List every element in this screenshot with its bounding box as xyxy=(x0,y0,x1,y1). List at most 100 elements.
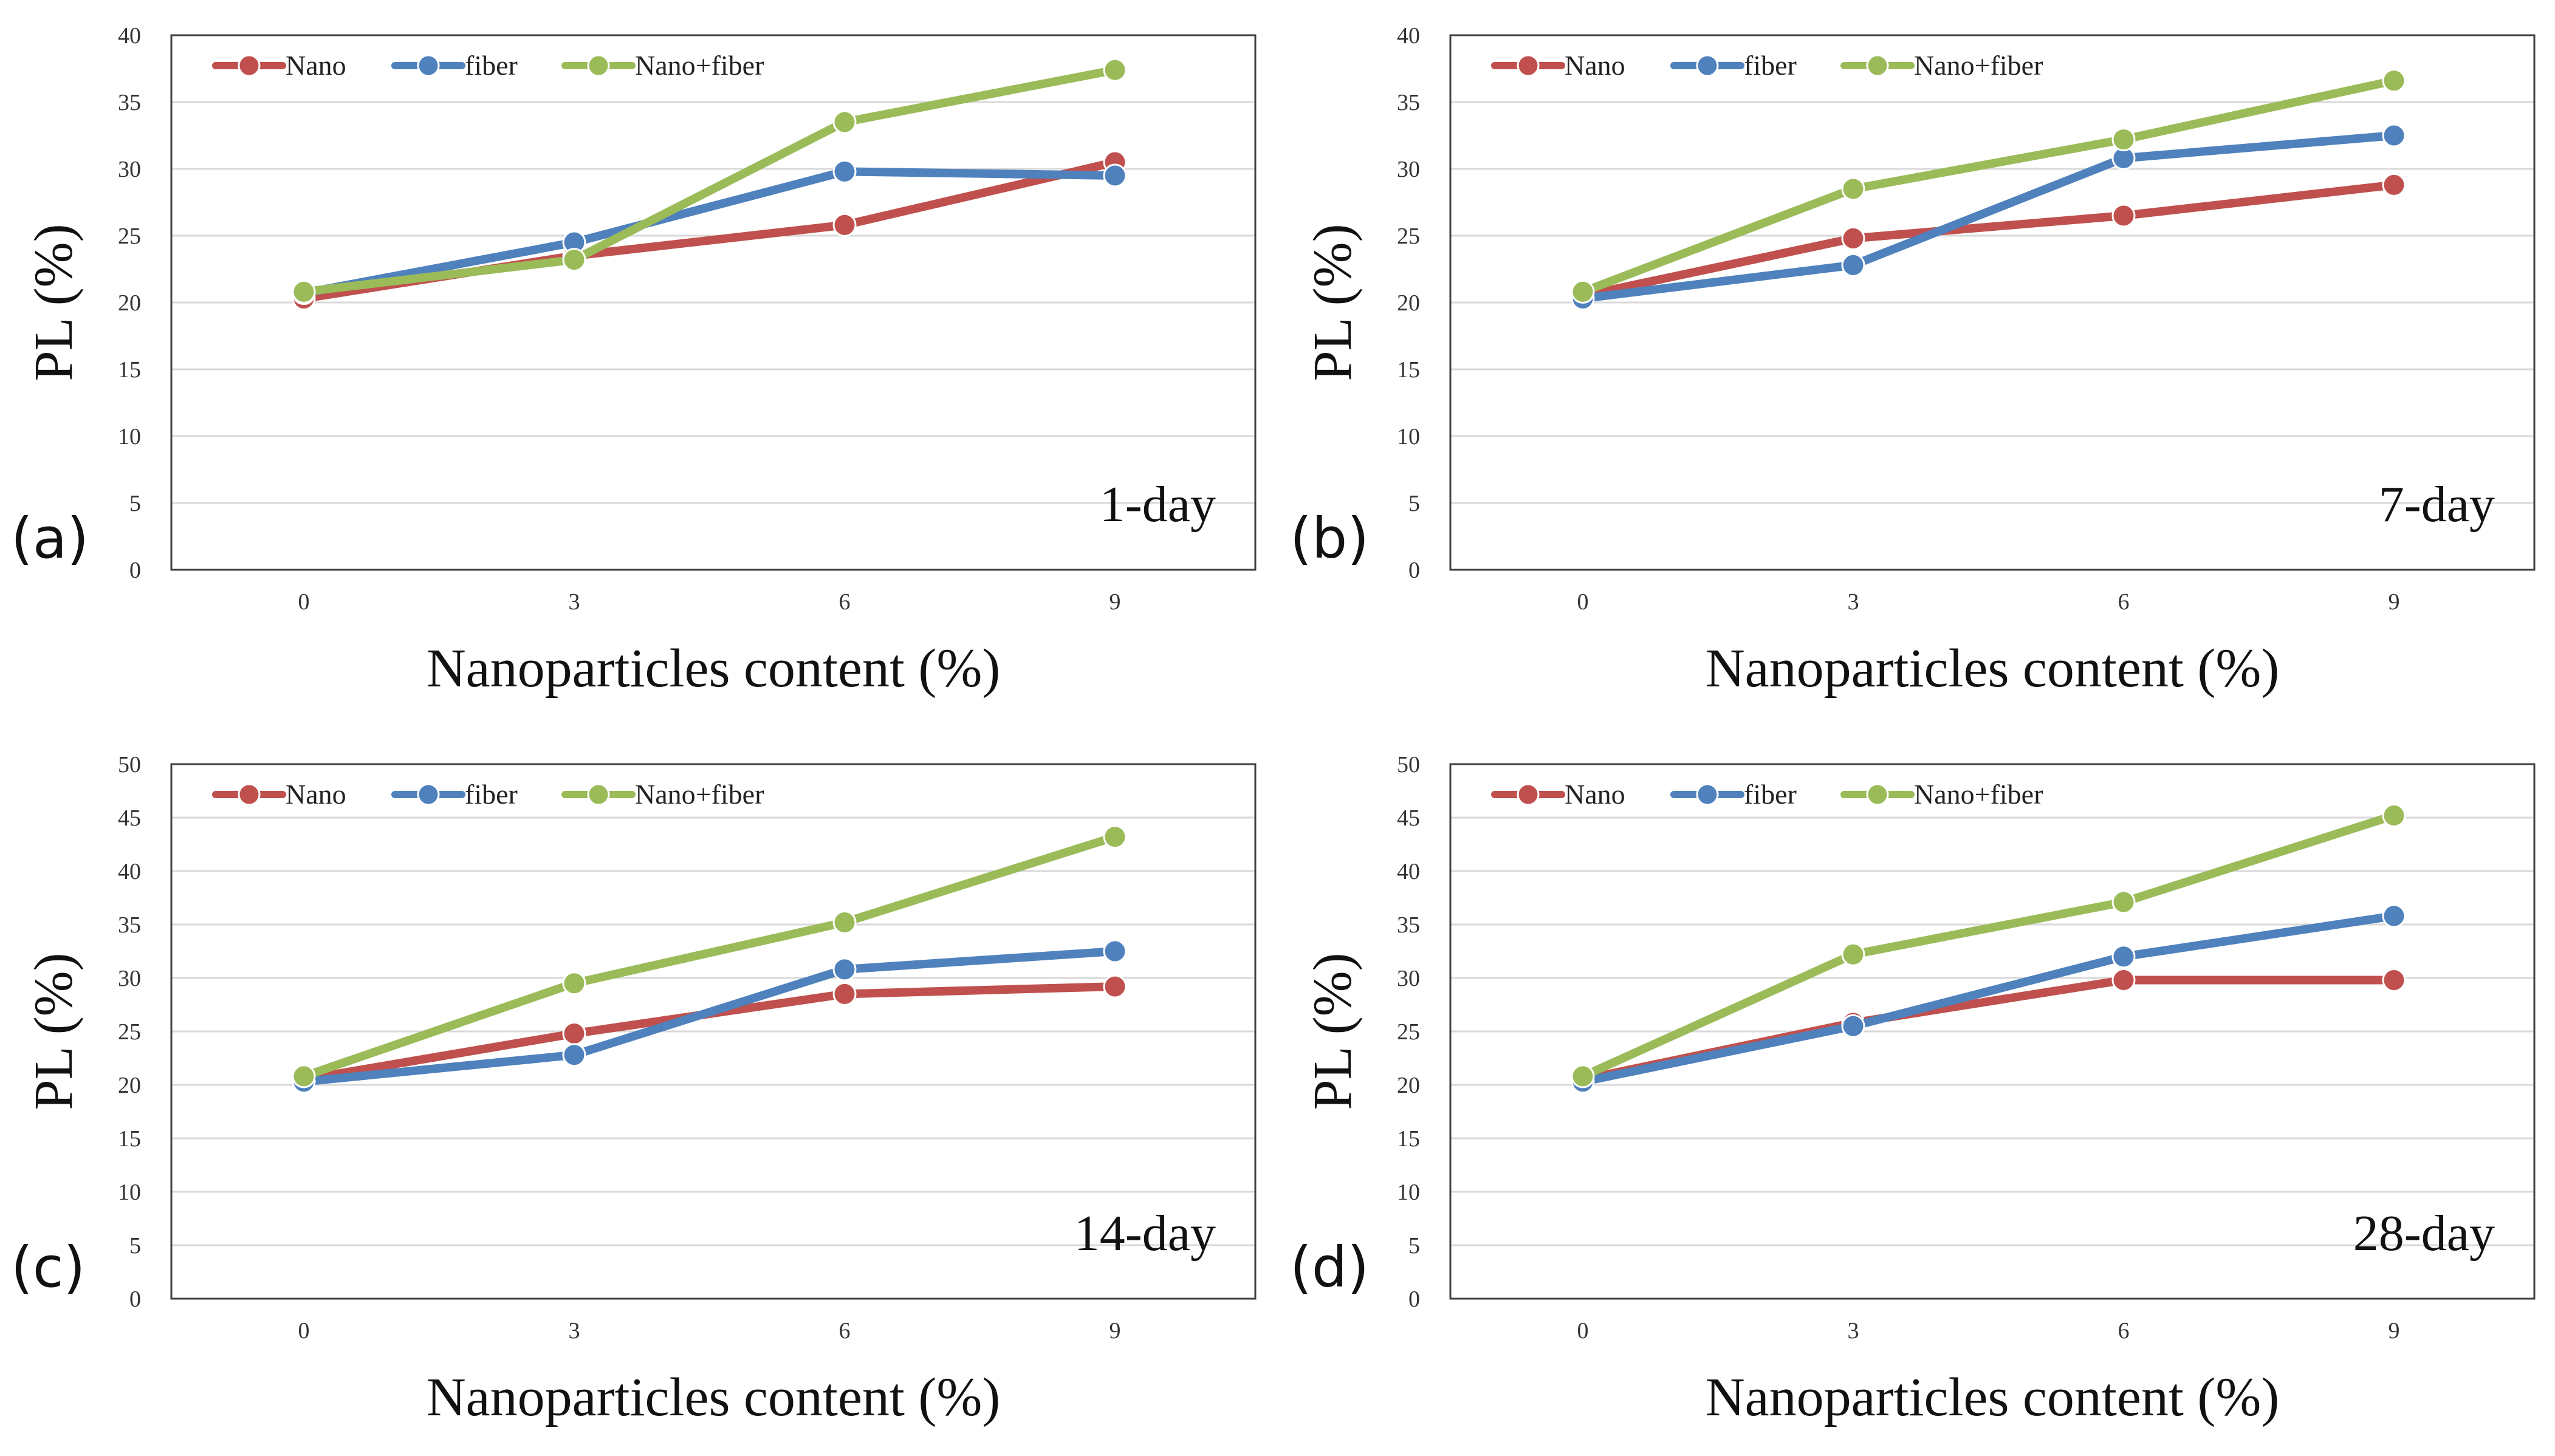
chart-svg: 0 5 10 15 20 25 30 35 40 45 50 0 3 6 9 Nano fiber Nano+fi… xyxy=(1290,752,2536,1427)
legend-label-nano: Nano xyxy=(286,50,346,81)
legend-label-nano-fiber: Nano+fiber xyxy=(635,50,764,81)
data-point-nano-fiber xyxy=(2382,69,2406,93)
chart-svg: 0 5 10 15 20 25 30 35 40 0 3 6 9 Nano fiber Nano+fiber 1… xyxy=(11,23,1257,699)
y-tick-label: 25 xyxy=(118,224,141,249)
day-label: 14-day xyxy=(1074,1205,1216,1262)
data-point-nano-fiber xyxy=(832,110,857,134)
y-tick-label: 15 xyxy=(1397,357,1420,383)
x-tick-label: 0 xyxy=(298,589,310,615)
data-point-nano xyxy=(2111,968,2136,993)
y-tick-label: 0 xyxy=(1408,558,1420,583)
y-tick-label: 20 xyxy=(118,290,141,316)
y-tick-label: 10 xyxy=(118,424,141,449)
legend-marker-nano xyxy=(1517,783,1540,806)
legend-marker-nano-fiber xyxy=(587,783,610,806)
x-axis-title: Nanoparticles content (%) xyxy=(427,638,1001,699)
data-point-nano-fiber xyxy=(1571,1064,1595,1089)
y-tick-label: 0 xyxy=(1408,1287,1420,1312)
y-tick-label: 25 xyxy=(1397,224,1420,249)
data-point-fiber xyxy=(562,1043,586,1067)
y-tick-label: 5 xyxy=(1408,491,1420,516)
panel-label: (b) xyxy=(1290,506,1369,571)
panel-label: (a) xyxy=(11,506,89,571)
data-point-fiber xyxy=(2382,123,2406,148)
legend-label-nano-fiber: Nano+fiber xyxy=(635,779,764,810)
data-point-fiber xyxy=(832,957,857,982)
data-point-nano-fiber xyxy=(292,1064,316,1089)
data-point-nano xyxy=(832,213,857,237)
y-tick-label: 15 xyxy=(118,357,141,383)
y-tick-label: 40 xyxy=(1397,859,1420,884)
data-point-nano-fiber xyxy=(1841,177,1865,201)
y-tick-label: 50 xyxy=(1397,752,1420,778)
data-point-nano-fiber xyxy=(1103,58,1127,82)
chart-panel-c: 0 5 10 15 20 25 30 35 40 45 50 0 3 6 9 Nano fiber Nano+fi… xyxy=(0,729,1276,1455)
data-point-nano-fiber xyxy=(292,279,316,304)
series-line-nano-fiber xyxy=(1579,76,2398,296)
series-line-nano-fiber xyxy=(300,66,1119,296)
y-tick-label: 45 xyxy=(1397,805,1420,831)
y-axis-title: PL (%) xyxy=(24,952,84,1110)
data-point-nano xyxy=(2382,173,2406,197)
y-axis-title: PL (%) xyxy=(1303,952,1363,1110)
legend-label-fiber: fiber xyxy=(465,779,518,810)
legend-label-nano-fiber: Nano+fiber xyxy=(1914,50,2043,81)
legend-marker-nano-fiber xyxy=(587,54,610,77)
panel-label: (d) xyxy=(1290,1235,1369,1300)
data-point-fiber xyxy=(2382,904,2406,928)
data-point-nano-fiber xyxy=(1103,825,1127,849)
data-point-nano-fiber xyxy=(832,910,857,934)
legend-label-nano-fiber: Nano+fiber xyxy=(1914,779,2043,810)
day-label: 1-day xyxy=(1100,476,1216,533)
data-point-fiber xyxy=(1103,163,1127,188)
legend-marker-nano xyxy=(238,54,261,77)
x-tick-label: 3 xyxy=(1848,1318,1859,1344)
chart-svg: 0 5 10 15 20 25 30 35 40 45 50 0 3 6 9 Nano fiber Nano+fi… xyxy=(11,752,1257,1427)
x-tick-label: 0 xyxy=(1577,589,1589,615)
chart-svg: 0 5 10 15 20 25 30 35 40 0 3 6 9 Nano fiber Nano+fiber 7… xyxy=(1290,23,2536,699)
data-point-nano xyxy=(1103,974,1127,999)
legend-marker-nano-fiber xyxy=(1866,54,1889,77)
legend-label-nano: Nano xyxy=(1565,50,1625,81)
x-tick-label: 9 xyxy=(2389,589,2400,615)
chart-panel-d: 0 5 10 15 20 25 30 35 40 45 50 0 3 6 9 Nano fiber Nano+fi… xyxy=(1279,729,2555,1455)
y-tick-label: 20 xyxy=(118,1073,141,1098)
x-tick-label: 6 xyxy=(2118,589,2130,615)
series-line-fiber xyxy=(1579,911,2398,1086)
data-point-fiber xyxy=(1841,253,1865,277)
legend-marker-nano-fiber xyxy=(1866,783,1889,806)
x-axis-title: Nanoparticles content (%) xyxy=(1706,1367,2280,1427)
legend-marker-nano xyxy=(1517,54,1540,77)
x-tick-label: 6 xyxy=(839,1318,851,1344)
y-tick-label: 5 xyxy=(129,1233,141,1259)
chart-panel-a: 0 5 10 15 20 25 30 35 40 0 3 6 9 Nano fiber Nano+fiber 1… xyxy=(0,0,1276,726)
x-tick-label: 9 xyxy=(2389,1318,2400,1344)
data-point-nano xyxy=(1841,226,1865,250)
y-tick-label: 10 xyxy=(1397,424,1420,449)
y-tick-label: 40 xyxy=(118,859,141,884)
x-tick-label: 3 xyxy=(569,1318,580,1344)
series-line-fiber xyxy=(300,947,1119,1086)
day-label: 7-day xyxy=(2379,476,2495,533)
data-point-nano xyxy=(2382,968,2406,993)
y-tick-label: 35 xyxy=(118,912,141,938)
data-point-fiber xyxy=(1841,1014,1865,1038)
x-axis-title: Nanoparticles content (%) xyxy=(1706,638,2280,699)
legend-label-fiber: fiber xyxy=(1744,50,1797,81)
legend-marker-nano xyxy=(238,783,261,806)
y-tick-label: 10 xyxy=(1397,1180,1420,1205)
y-tick-label: 0 xyxy=(129,558,141,583)
x-tick-label: 6 xyxy=(2118,1318,2130,1344)
y-tick-label: 15 xyxy=(1397,1126,1420,1152)
series-line-nano xyxy=(1579,180,2398,300)
data-point-nano xyxy=(562,1022,586,1046)
plot-area-frame xyxy=(1449,763,2536,1300)
data-point-nano-fiber xyxy=(562,248,586,272)
y-axis-title: PL (%) xyxy=(24,224,84,381)
y-tick-label: 30 xyxy=(118,157,141,182)
y-tick-label: 25 xyxy=(118,1019,141,1045)
data-point-fiber xyxy=(1103,939,1127,963)
legend-label-nano: Nano xyxy=(286,779,346,810)
data-point-nano-fiber xyxy=(2382,803,2406,827)
plot-area-frame xyxy=(1449,34,2536,571)
